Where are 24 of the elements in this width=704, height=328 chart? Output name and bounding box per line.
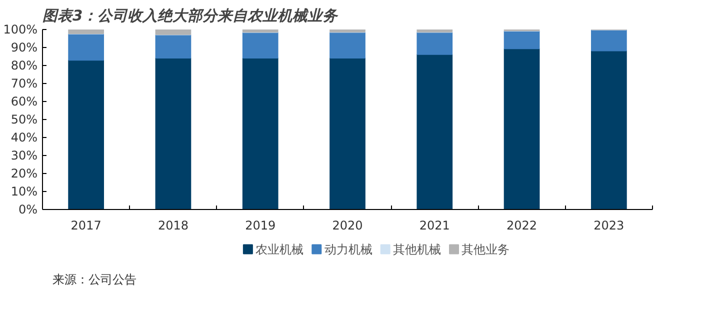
legend-label: 农业机械 (256, 242, 304, 256)
x-tick-label: 2020 (332, 218, 363, 232)
y-tick-label: 30% (10, 148, 38, 162)
x-tick-label: 2017 (70, 218, 102, 232)
y-tick-label: 0% (18, 202, 38, 216)
y-tick-label: 40% (10, 130, 38, 144)
y-tick-label: 80% (10, 58, 38, 72)
y-tick-label: 10% (10, 184, 38, 198)
y-tick-label: 20% (10, 166, 38, 180)
chart-title: 图表3：公司收入绝大部分来自农业机械业务 (42, 8, 339, 24)
legend-label: 动力机械 (324, 242, 372, 256)
x-tick-label: 2022 (506, 218, 538, 232)
x-tick-label: 2019 (245, 218, 276, 232)
x-tick-label: 2021 (419, 218, 450, 232)
y-tick-label: 90% (10, 40, 38, 54)
legend-label: 其他业务 (462, 242, 510, 256)
legend-label: 其他机械 (393, 242, 442, 256)
x-tick-label: 2018 (158, 218, 188, 232)
x-tick-label: 2023 (594, 218, 624, 232)
y-tick-label: 100% (3, 22, 38, 36)
y-tick-label: 70% (10, 76, 38, 90)
source-note: 来源：公司公告 (52, 272, 136, 286)
y-tick-label: 60% (10, 94, 38, 108)
y-tick-label: 50% (10, 112, 38, 126)
